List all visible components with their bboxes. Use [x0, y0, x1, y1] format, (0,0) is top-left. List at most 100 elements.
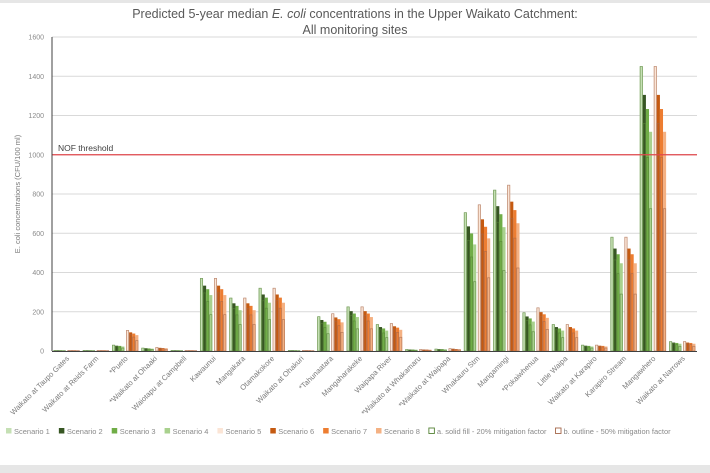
bar-solid — [129, 332, 133, 351]
bar-solid — [363, 311, 367, 351]
site-group — [639, 66, 667, 352]
bar-solid — [346, 306, 350, 351]
bar-solid — [542, 314, 546, 351]
bar-solid — [536, 307, 540, 351]
bar-outline — [53, 350, 57, 352]
bar-solid — [496, 206, 500, 351]
bar-solid — [135, 335, 139, 351]
bar-solid — [604, 346, 608, 351]
bar-solid — [451, 348, 455, 351]
bar-solid — [581, 345, 585, 351]
legend-label: Scenario 2 — [67, 427, 103, 436]
bar-solid — [217, 285, 221, 351]
bar-solid — [554, 327, 558, 351]
bar-solid — [246, 303, 250, 351]
y-tick-label: 1000 — [28, 152, 44, 159]
bar-solid — [487, 238, 491, 351]
bar-solid — [507, 185, 511, 351]
bar-solid — [499, 214, 503, 351]
bar-solid — [121, 346, 125, 351]
legend-label: b. outline - 50% mitigation factor — [564, 427, 672, 436]
legend: Scenario 1 Scenario 2 Scenario 3 Scenario 4… — [6, 427, 671, 436]
bar-solid — [422, 349, 426, 351]
bar-solid — [434, 349, 438, 351]
legend-item: Scenario 6 — [270, 427, 314, 436]
y-tick-label: 200 — [32, 309, 44, 316]
bar-solid — [213, 278, 218, 351]
bar-solid — [111, 345, 116, 351]
bar-solid — [619, 263, 623, 351]
bar-solid — [616, 254, 620, 351]
bar-solid — [320, 319, 324, 351]
bar-solid — [232, 303, 236, 351]
threshold-label: NOF threshold — [58, 143, 114, 153]
site-group — [199, 278, 227, 352]
legend-item: Scenario 1 — [6, 427, 50, 436]
site-group — [405, 349, 432, 352]
x-tick-label: Kawaunui — [188, 354, 218, 384]
legend-label: Scenario 5 — [225, 427, 261, 436]
bar-solid — [337, 319, 341, 351]
bar-solid — [203, 285, 207, 351]
bar-solid — [601, 345, 605, 351]
bar-outline — [96, 350, 100, 352]
bar-solid — [317, 316, 321, 351]
bar-solid — [689, 342, 693, 351]
bar-solid — [568, 327, 572, 351]
bar-solid — [155, 347, 159, 351]
bar-solid — [624, 237, 628, 351]
bar-solid — [516, 223, 520, 351]
y-tick-label: 1400 — [28, 74, 44, 81]
legend-item: b. outline - 50% mitigation factor — [555, 427, 672, 436]
bar-solid — [220, 289, 224, 351]
bar-solid — [352, 313, 356, 351]
bar-solid — [484, 226, 488, 351]
legend-swatch — [111, 428, 118, 434]
bar-solid — [454, 349, 458, 351]
bar-solid — [158, 347, 162, 351]
legend-label: Scenario 4 — [173, 427, 209, 436]
legend-item: Scenario 4 — [164, 427, 209, 436]
bar-solid — [692, 343, 696, 351]
legend-item: Scenario 3 — [111, 427, 156, 436]
y-tick-label: 800 — [32, 192, 44, 199]
bar-solid — [584, 345, 588, 351]
bar-solid — [477, 204, 481, 351]
legend-swatch — [376, 428, 382, 434]
bar-solid — [525, 316, 529, 351]
bar-solid — [656, 94, 660, 352]
bar-solid — [545, 317, 549, 351]
bar-solid — [206, 289, 210, 351]
bar-solid — [164, 348, 168, 351]
bar-solid — [278, 297, 282, 351]
bar-solid — [326, 324, 330, 351]
bar-solid — [360, 306, 364, 351]
bar-solid — [649, 131, 653, 351]
bar-solid — [392, 326, 397, 351]
bar-solid — [653, 66, 657, 351]
bar-solid — [510, 201, 514, 351]
site-group — [229, 297, 256, 352]
bar-outline — [170, 350, 174, 352]
chart-title-line2: All monitoring sites — [303, 23, 408, 37]
bar-solid — [633, 263, 637, 351]
site-group — [317, 313, 344, 352]
bar-solid — [419, 349, 423, 351]
bar-solid — [369, 317, 373, 351]
legend-item: Scenario 8 — [376, 427, 420, 436]
bar-solid — [639, 66, 643, 351]
bar-solid — [595, 345, 599, 351]
bar-solid — [683, 341, 687, 351]
legend-item: Scenario 5 — [217, 427, 261, 436]
legend-label: Scenario 1 — [14, 427, 50, 436]
bar-solid — [223, 295, 227, 351]
legend-label: a. solid fill - 20% mitigation factor — [437, 427, 547, 436]
site-group — [346, 306, 373, 352]
site-group — [522, 307, 549, 352]
bar-solid — [659, 109, 664, 352]
bar-solid — [125, 330, 130, 351]
bar-solid — [473, 244, 477, 351]
bar-solid — [613, 248, 617, 351]
bar-solid — [630, 254, 634, 351]
